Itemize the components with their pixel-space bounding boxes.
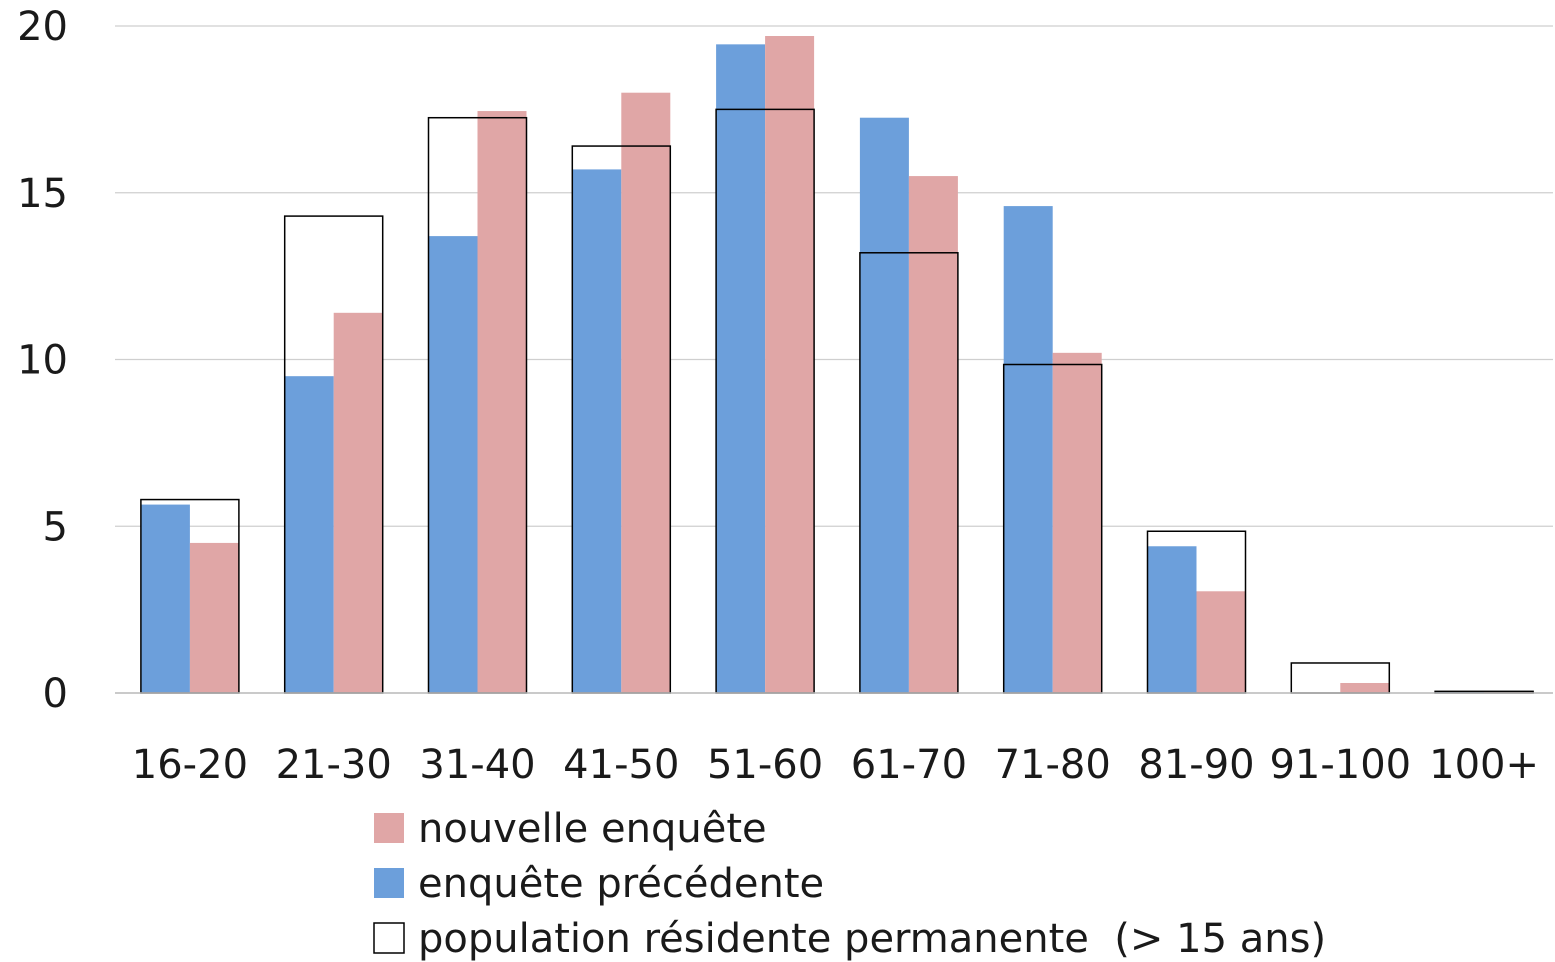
bar-enquete-precedente — [284, 376, 334, 693]
legend-swatch — [374, 813, 404, 843]
legend-label: population résidente permanente (> 15 an… — [418, 916, 1326, 962]
y-tick-label: 10 — [17, 338, 68, 384]
bar-enquete-precedente — [1435, 691, 1485, 693]
bar-nouvelle-enquete — [1484, 691, 1534, 693]
y-tick-label: 0 — [43, 671, 68, 717]
x-tick-label: 51-60 — [707, 742, 823, 788]
x-tick-label: 31-40 — [419, 742, 535, 788]
x-tick-label: 21-30 — [276, 742, 392, 788]
bar-enquete-precedente — [1147, 546, 1197, 693]
bar-enquete-precedente — [859, 117, 909, 693]
x-tick-label: 71-80 — [995, 742, 1111, 788]
bar-nouvelle-enquete — [1052, 352, 1102, 693]
x-tick-label: 16-20 — [132, 742, 248, 788]
legend-swatch-population — [373, 922, 405, 954]
x-tick-label: 81-90 — [1138, 742, 1254, 788]
y-tick-label: 20 — [17, 4, 68, 50]
bar-nouvelle-enquete — [1340, 682, 1390, 693]
bar-nouvelle-enquete — [621, 92, 671, 693]
bar-enquete-precedente — [1003, 206, 1053, 693]
legend-label: enquête précédente — [418, 861, 824, 907]
y-tick-label: 15 — [17, 171, 68, 217]
x-tick-label: 91-100 — [1269, 742, 1411, 788]
bar-enquete-precedente — [716, 44, 766, 693]
bar-enquete-precedente — [572, 169, 622, 693]
x-tick-label: 61-70 — [851, 742, 967, 788]
legend-label: nouvelle enquête — [418, 806, 767, 852]
y-tick-label: 5 — [43, 504, 68, 550]
bar-nouvelle-enquete — [1196, 591, 1246, 693]
x-tick-label: 100+ — [1429, 742, 1539, 788]
bar-nouvelle-enquete — [908, 176, 958, 693]
bar-enquete-precedente — [428, 236, 478, 694]
bar-enquete-precedente — [140, 504, 190, 693]
bar-nouvelle-enquete — [333, 312, 383, 693]
bar-nouvelle-enquete — [189, 542, 239, 693]
bar-nouvelle-enquete — [477, 111, 527, 694]
legend-swatch — [374, 868, 404, 898]
bar-nouvelle-enquete — [765, 36, 815, 693]
x-tick-label: 41-50 — [563, 742, 679, 788]
